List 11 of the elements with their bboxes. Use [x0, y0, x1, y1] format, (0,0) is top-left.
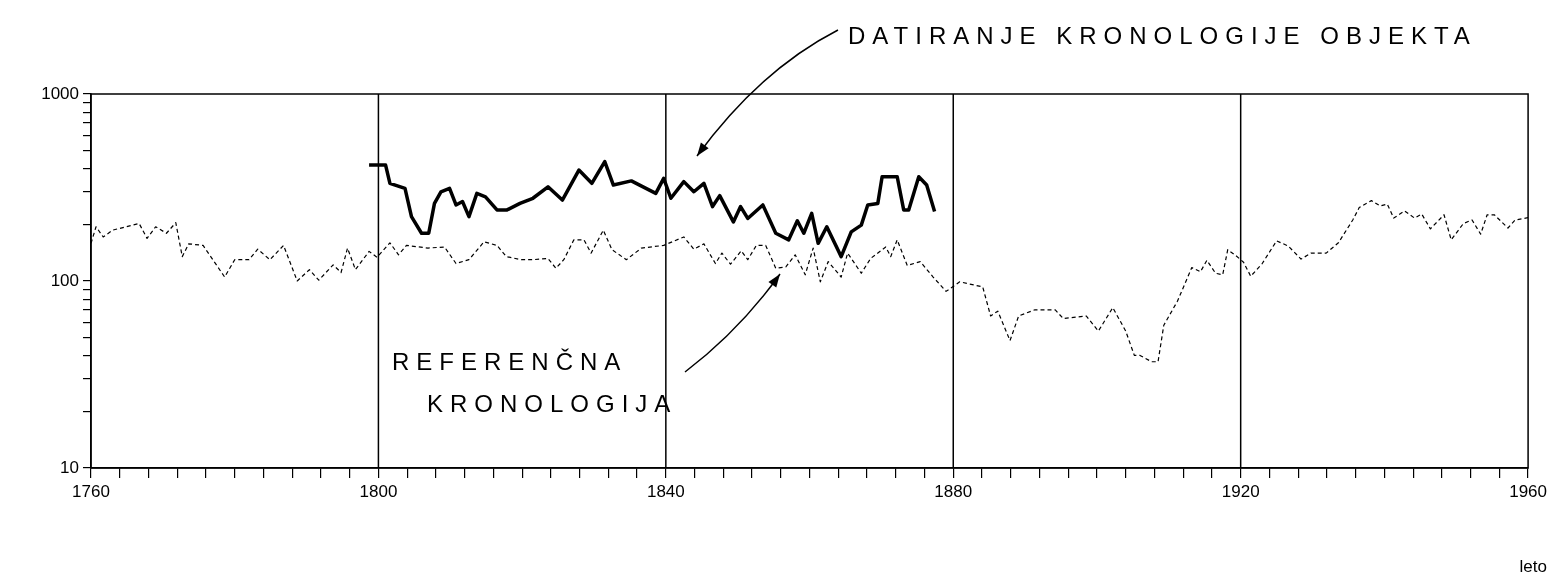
text: DATIRANJE KRONOLOGIJE OBJEKTA: [848, 22, 1477, 49]
x-axis-title: leto: [1519, 557, 1547, 576]
y-tick-label: 10: [60, 457, 79, 477]
x-tick-label: 1760: [72, 481, 110, 501]
y-tick-label: 100: [50, 270, 79, 290]
x-tick-label: 1800: [359, 481, 398, 501]
x-tick-label: 1920: [1221, 481, 1260, 501]
x-tick-label: 1960: [1509, 481, 1547, 501]
y-tick-label: 1000: [41, 83, 79, 103]
x-tick-label: 1840: [646, 481, 685, 501]
x-tick-label: 1880: [934, 481, 973, 501]
